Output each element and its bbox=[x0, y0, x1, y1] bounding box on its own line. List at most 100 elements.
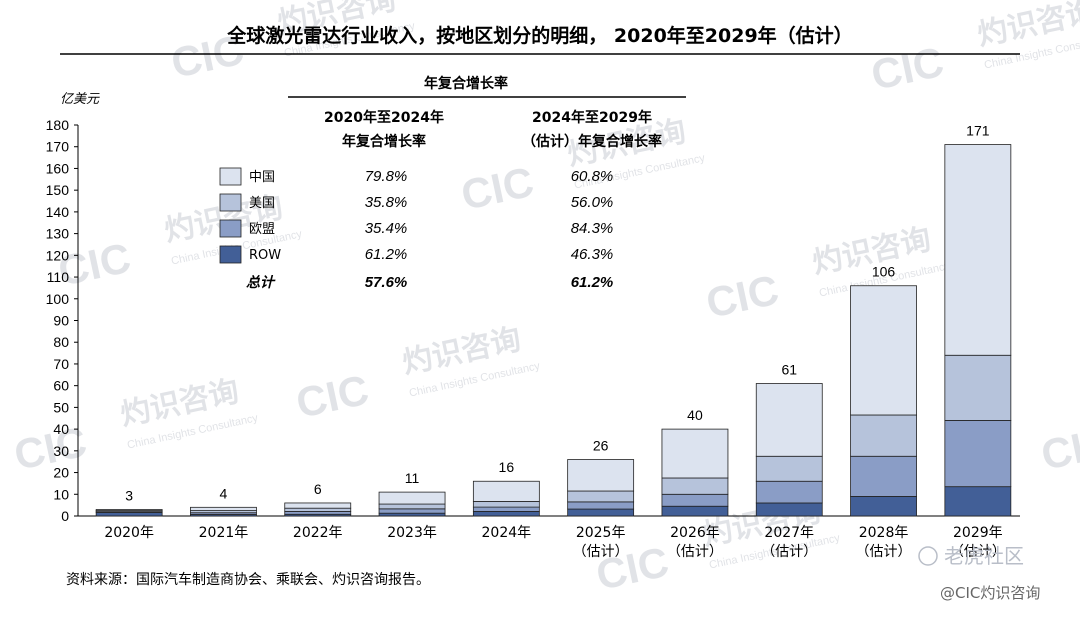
watermark-logo: CIC bbox=[292, 366, 373, 427]
watermark-logo: CIC bbox=[1037, 418, 1080, 479]
legend-label-total: 总计 bbox=[246, 274, 276, 291]
bar-total-label: 26 bbox=[593, 438, 609, 454]
y-tick-label: 100 bbox=[46, 291, 70, 307]
bar-total-label: 106 bbox=[872, 264, 896, 280]
x-tick-label: 2021年 bbox=[199, 525, 249, 541]
bar-segment-row bbox=[378, 512, 446, 517]
bar-segment-us bbox=[755, 455, 823, 482]
x-tick-label: 2027年 bbox=[764, 525, 814, 541]
cagr-value-2020-2024: 35.8% bbox=[365, 194, 408, 211]
bar-segment-china bbox=[378, 491, 446, 505]
y-tick-label: 120 bbox=[46, 247, 70, 263]
bar-segment-us bbox=[661, 477, 729, 495]
bar-segment-row bbox=[755, 502, 823, 517]
legend-swatch-row bbox=[219, 245, 242, 264]
bar-total-label: 6 bbox=[314, 481, 322, 497]
bar-total-label: 16 bbox=[499, 459, 515, 475]
x-tick-sublabel: （估计） bbox=[573, 544, 629, 560]
cagr-rows: 中国 79.8% 60.8% 美国 35.8% 56.0% 欧盟 35.4% 84.3% ROW 6… bbox=[219, 167, 614, 291]
legend-label: ROW bbox=[249, 248, 281, 263]
bar-segment-row bbox=[567, 508, 635, 517]
watermark-logo: CIC bbox=[702, 266, 783, 327]
cagr-value-2024-2029: 56.0% bbox=[571, 194, 614, 211]
y-tick-label: 170 bbox=[46, 139, 70, 155]
bar-segment-china bbox=[567, 459, 635, 492]
cagr-value-2024-2029: 60.8% bbox=[571, 168, 614, 185]
y-tick-label: 80 bbox=[53, 334, 69, 350]
y-tick-label: 150 bbox=[46, 182, 70, 198]
cagr-table: 年复合增长率 2020年至2024年 年复合增长率 2024年至2029年 （估… bbox=[219, 75, 686, 291]
y-tick-label: 10 bbox=[53, 486, 69, 502]
total-labels: 3 4 6 11 16 26 40 61 106 171 bbox=[125, 123, 989, 504]
y-tick-label: 140 bbox=[46, 204, 70, 220]
legend-swatch-us bbox=[219, 193, 242, 212]
watermark-logo: CIC bbox=[867, 38, 948, 99]
bar-segment-us bbox=[284, 507, 352, 512]
legend-label: 中国 bbox=[249, 170, 275, 185]
chart-title: 全球激光雷达行业收入，按地区划分的明细， 2020年至2029年（估计） bbox=[226, 24, 852, 47]
author-handle: @CIC灼识咨询 bbox=[940, 584, 1040, 602]
y-tick-label: 160 bbox=[46, 160, 70, 176]
source-note: 资料来源：国际汽车制造商协会、乘联会、灼识咨询报告。 bbox=[66, 571, 430, 588]
y-tick-label: 30 bbox=[53, 443, 69, 459]
y-tick-label: 110 bbox=[47, 269, 70, 285]
bar-total-label: 40 bbox=[687, 407, 703, 423]
cagr-value-2020-2024: 79.8% bbox=[365, 168, 408, 185]
bar-total-label: 4 bbox=[220, 485, 228, 501]
bar-segment-china bbox=[190, 506, 257, 511]
x-tick-label: 2029年 bbox=[953, 525, 1003, 541]
bar-segment-eu bbox=[567, 501, 635, 510]
bar-segment-eu bbox=[284, 511, 352, 515]
bar-segment-row bbox=[95, 512, 163, 517]
cagr-value-2024-2029: 84.3% bbox=[571, 220, 614, 237]
watermark-logo: CIC bbox=[54, 234, 135, 295]
badge-icon bbox=[918, 546, 938, 566]
legend-swatch-china bbox=[219, 167, 242, 186]
bar-segment-us bbox=[378, 503, 446, 510]
bar-segment-china bbox=[850, 285, 917, 416]
cagr-value-2024-2029: 61.2% bbox=[571, 274, 614, 291]
cagr-value-2020-2024: 35.4% bbox=[365, 220, 408, 237]
y-tick-label: 90 bbox=[53, 313, 69, 329]
y-tick-label: 0 bbox=[61, 508, 69, 524]
y-tick-label: 40 bbox=[53, 421, 69, 437]
cagr-col2-line1: 2024年至2029年 bbox=[532, 109, 652, 126]
bar-segment-eu bbox=[755, 480, 823, 504]
bar-total-label: 61 bbox=[781, 361, 797, 377]
badge-text: 老虎社区 bbox=[944, 544, 1024, 568]
x-tick-label: 2023年 bbox=[387, 525, 437, 541]
bar-segment-eu bbox=[850, 455, 917, 497]
bar-segment-row bbox=[850, 496, 917, 517]
x-tick-sublabel: （估计） bbox=[667, 544, 723, 560]
bar-segment-china bbox=[944, 144, 1012, 356]
cagr-value-2024-2029: 46.3% bbox=[571, 246, 614, 263]
bar-segment-us bbox=[944, 354, 1012, 421]
watermark-logo: CIC bbox=[10, 418, 91, 479]
x-tick-sublabel: （估计） bbox=[761, 544, 817, 560]
y-tick-label: 70 bbox=[53, 356, 69, 372]
y-axis-unit: 亿美元 bbox=[60, 92, 100, 107]
x-tick-label: 2020年 bbox=[104, 525, 154, 541]
y-tick-label: 130 bbox=[46, 226, 70, 242]
bar-total-label: 171 bbox=[966, 123, 990, 139]
x-tick-sublabel: （估计） bbox=[950, 544, 1006, 560]
cagr-header: 年复合增长率 bbox=[424, 75, 508, 92]
bar-segment-eu bbox=[661, 493, 729, 507]
x-tick-label: 2026年 bbox=[670, 525, 720, 541]
bar-segment-row bbox=[661, 505, 729, 517]
bar-segment-eu bbox=[944, 420, 1012, 488]
legend-swatch-eu bbox=[219, 219, 242, 238]
cagr-value-2020-2024: 57.6% bbox=[365, 274, 408, 291]
y-tick-label: 60 bbox=[53, 378, 69, 394]
legend-label: 美国 bbox=[249, 196, 275, 211]
bar-total-label: 11 bbox=[405, 470, 420, 486]
x-tick-label: 2024年 bbox=[482, 525, 532, 541]
x-tick-label: 2028年 bbox=[859, 525, 909, 541]
bar-segment-us bbox=[567, 490, 635, 503]
community-badge: 老虎社区 @CIC灼识咨询 bbox=[918, 544, 1040, 602]
legend-label: 欧盟 bbox=[249, 222, 275, 237]
x-tick-sublabel: （估计） bbox=[856, 544, 912, 560]
bar-segment-china bbox=[661, 428, 729, 479]
